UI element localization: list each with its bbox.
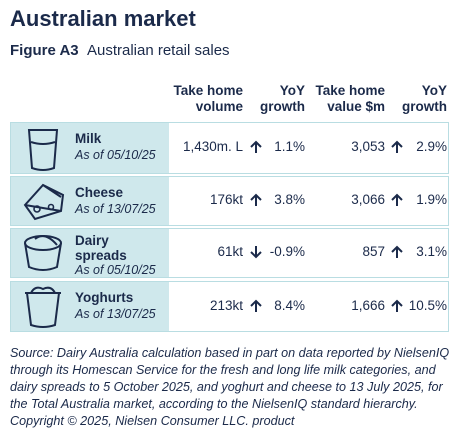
table-row: Milk As of 05/10/25 1,430m. L 1.1% 3,053 2.9% [10,122,449,174]
figure-label: Figure A3 [10,42,79,59]
volume: 213kt [209,297,243,313]
product-date: As of 05/10/25 [75,148,156,162]
trend-arrow [250,299,262,312]
volume: 61kt [217,244,243,259]
trend-arrow [391,245,403,258]
product-icon [25,286,61,328]
row-label-cell [11,177,169,225]
figure-caption: Australian retail sales [86,42,230,59]
volume: 176kt [209,192,243,207]
value: 1,666 [351,297,385,313]
row-label-cell [11,282,169,331]
trend-arrow [250,140,262,153]
volume-growth: 1.1% [274,139,305,154]
title: Australian market [10,6,196,31]
figure-heading: Figure A3 Australian retail sales [10,42,230,59]
table-row: Yoghurts As of 13/07/25 213kt 8.4% 1,666 10.5… [10,281,449,332]
product-icon [27,129,59,171]
table-row: Dairy spreads As of 05/10/25 61kt -0.9% 857 3… [10,228,449,278]
trend-arrow [391,193,403,206]
column-header: volume [195,99,243,114]
product-name: Cheese [75,185,124,200]
column-header: Take home [315,83,385,98]
product-date: As of 13/07/25 [75,307,156,321]
volume-growth: -0.9% [269,244,305,259]
column-header: Take home [173,83,243,98]
volume-growth: 8.4% [274,297,305,313]
column-header: growth [260,99,305,114]
value-growth: 3.1% [416,244,447,259]
column-header: YoY [279,83,305,98]
value-growth: 1.9% [416,192,447,207]
value: 3,053 [351,139,385,154]
product-name: Yoghurts [75,290,134,305]
value: 3,066 [351,192,385,207]
product-date: As of 13/07/25 [75,202,156,216]
value: 857 [362,244,385,259]
trend-arrow [250,246,262,259]
trend-arrow [391,140,403,153]
product-icon [24,235,62,271]
product-icon [23,183,65,221]
product-date: As of 05/10/25 [75,263,156,277]
row-label-cell [11,123,169,173]
source-note: Source: Dairy Australia calculation base… [10,346,450,428]
trend-arrow [391,299,403,312]
column-header: YoY [421,83,447,98]
volume-growth: 3.8% [274,192,305,207]
column-header: value $m [327,99,385,114]
product-name: Milk [75,131,102,146]
volume: 1,430m. L [182,139,243,154]
product-name: Dairy spreads [75,233,127,263]
column-header: growth [402,99,447,114]
trend-arrow [250,193,262,206]
table-row: Cheese As of 13/07/25 176kt 3.8% 3,066 1.9% [10,176,449,226]
value-growth: 10.5% [408,297,447,313]
value-growth: 2.9% [416,139,447,154]
